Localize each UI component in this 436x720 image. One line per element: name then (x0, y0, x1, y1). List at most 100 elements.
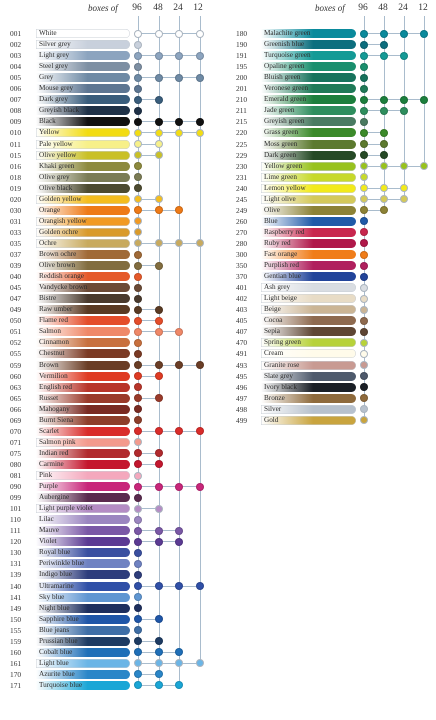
color-code: 211 (236, 106, 247, 116)
color-row: 111 Mauve (0, 525, 436, 536)
box-48-dot (155, 195, 163, 204)
color-swatch-bar: Olive yellow (36, 150, 130, 160)
color-name: Aubergine (39, 493, 70, 502)
color-row: 066 Mahogany (0, 404, 436, 415)
color-code: 049 (10, 305, 22, 315)
box-96-dot (134, 548, 142, 557)
box-size-12-left: 12 (193, 3, 203, 13)
color-swatch-bar: Indian red (36, 448, 130, 458)
box-48-dot (380, 29, 388, 38)
color-swatch-bar: Sapphire blue (36, 614, 130, 624)
box-48-dot (380, 140, 388, 148)
box-12-dot (196, 73, 204, 82)
box-connector (138, 463, 159, 465)
color-row: 200 Bluish green (0, 72, 436, 83)
color-code: 111 (10, 526, 21, 536)
color-row: 015 Olive yellow (0, 150, 436, 161)
box-96-dot (134, 316, 142, 325)
color-name: Violet (39, 537, 57, 546)
box-connector (138, 309, 159, 311)
color-code: 069 (10, 415, 22, 425)
color-code: 008 (10, 106, 22, 116)
box-48-connector-line (158, 16, 160, 685)
box-48-dot (155, 372, 163, 381)
color-row: 099 Aubergine (0, 492, 436, 503)
box-96-dot (360, 338, 368, 347)
box-connector (138, 452, 159, 454)
color-code: 070 (10, 426, 22, 436)
box-96-dot (134, 40, 142, 49)
boxes-of-label-right: boxes of (315, 3, 345, 13)
color-swatch-bar: Ultramarine (36, 581, 130, 591)
box-96-dot (360, 327, 368, 336)
color-code: 210 (236, 95, 248, 105)
color-code: 215 (236, 117, 248, 127)
color-name: Pale yellow (39, 139, 73, 148)
color-row: 300 Fast orange (0, 249, 436, 260)
box-48-dot (380, 95, 388, 104)
box-12-dot (420, 29, 428, 38)
box-48-dot (155, 681, 163, 690)
color-code: 080 (10, 459, 22, 469)
color-code: 497 (236, 393, 248, 403)
box-size-48-right: 48 (378, 3, 388, 13)
color-name: Olive (264, 205, 280, 214)
color-name: Ultramarine (39, 581, 74, 590)
box-48-dot (155, 526, 163, 535)
color-code: 280 (236, 238, 248, 248)
box-48-dot (155, 29, 163, 38)
color-row: 007 Dark grey (0, 94, 436, 105)
box-connector (364, 44, 384, 46)
color-row: 402 Light beige (0, 293, 436, 304)
box-96-dot (360, 117, 368, 126)
color-row: 071 Salmon pink (0, 437, 436, 448)
color-row: 070 Scarlet (0, 426, 436, 437)
box-connector (138, 640, 159, 642)
color-swatch-bar: Khaki green (36, 161, 130, 171)
box-96-dot (134, 29, 142, 38)
color-code: 081 (10, 471, 22, 480)
color-code: 493 (236, 360, 248, 370)
color-swatch-bar: Salmon pink (36, 437, 130, 447)
color-row: 401 Ash grey (0, 282, 436, 293)
box-24-connector-line (178, 16, 180, 685)
box-48-dot (155, 316, 163, 325)
color-row: 370 Gentian blue (0, 271, 436, 282)
color-row: 499 Gold (0, 415, 436, 426)
color-code: 071 (10, 437, 22, 447)
color-name: Cream (264, 349, 284, 358)
color-swatch-bar: Lime green (261, 172, 356, 182)
box-24-dot (400, 184, 408, 193)
color-swatch-bar: Gold (261, 415, 356, 425)
color-swatch-bar: Malachite green (261, 29, 356, 38)
box-96-dot (134, 427, 142, 436)
color-row: 496 Ivory black (0, 382, 436, 393)
color-swatch-bar: Beige (261, 305, 356, 315)
box-size-48-left: 48 (153, 3, 163, 13)
color-name: Olive black (39, 183, 73, 192)
box-96-dot (134, 615, 142, 624)
box-96-dot (134, 305, 142, 314)
box-96-dot (134, 482, 142, 491)
box-48-dot (380, 195, 388, 204)
color-name: Turquoise green (264, 51, 311, 60)
box-connector (138, 265, 159, 267)
color-row: 060 Vermilion (0, 371, 436, 382)
color-swatch-bar: Vermilion (36, 371, 130, 381)
box-48-dot (155, 659, 163, 668)
color-name: Night blue (39, 603, 70, 612)
color-code: 131 (10, 559, 22, 569)
color-name: Malachite green (264, 29, 311, 37)
box-connector (364, 209, 384, 211)
color-swatch-bar: Fast orange (261, 250, 356, 259)
box-96-dot (134, 570, 142, 579)
color-name: Azurite blue (39, 669, 75, 678)
color-code: 470 (236, 338, 248, 348)
color-name: Vermilion (39, 371, 68, 380)
color-swatch-bar: Lilac (36, 515, 130, 525)
color-name: Grass green (264, 128, 299, 137)
box-connector (138, 121, 200, 123)
color-row: 005 Grey (0, 72, 436, 83)
box-12-dot (196, 51, 204, 60)
box-connector (138, 320, 159, 322)
